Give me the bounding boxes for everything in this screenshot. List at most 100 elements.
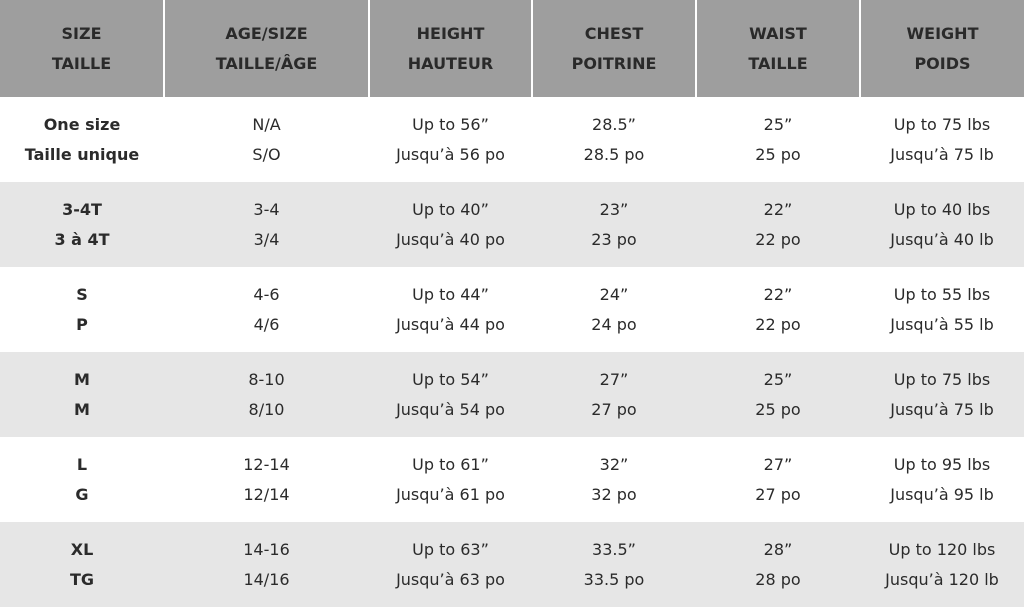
- cell-value-en: 22”: [763, 199, 793, 219]
- cell-value-fr: Jusqu’à 55 lb: [890, 314, 994, 334]
- cell-value-fr: Jusqu’à 120 lb: [885, 569, 999, 589]
- cell-value-en: One size: [43, 114, 121, 134]
- cell-height: Up to 44” Jusqu’à 44 po: [369, 267, 532, 352]
- cell-value-en: 8-10: [248, 369, 285, 389]
- header-label-fr: TAILLE: [51, 53, 112, 73]
- cell-value-en: M: [74, 369, 90, 389]
- cell-value-en: 14-16: [243, 539, 290, 559]
- cell-value-en: 27”: [763, 454, 793, 474]
- header-label-fr: POIDS: [914, 53, 971, 73]
- cell-value-fr: 24 po: [591, 314, 637, 334]
- header-label-fr: HAUTEUR: [407, 53, 494, 73]
- cell-value-fr: 8/10: [248, 399, 285, 419]
- cell-height: Up to 40” Jusqu’à 40 po: [369, 182, 532, 267]
- cell-value-fr: 28 po: [755, 569, 801, 589]
- cell-height: Up to 61” Jusqu’à 61 po: [369, 437, 532, 522]
- table-row: XL TG 14-16 14/16 Up to 63” Jusqu’à 63 po 33.5…: [0, 522, 1024, 607]
- cell-value-en: 27”: [599, 369, 629, 389]
- cell-value-en: Up to 55 lbs: [893, 284, 991, 304]
- cell-waist: 27” 27 po: [696, 437, 860, 522]
- cell-value-fr: Jusqu’à 75 lb: [890, 399, 994, 419]
- cell-value-fr: Taille unique: [24, 144, 140, 164]
- cell-value-en: 25”: [763, 114, 793, 134]
- cell-value-en: N/A: [252, 114, 281, 134]
- cell-value-en: 32”: [599, 454, 629, 474]
- cell-value-en: 33.5”: [592, 539, 636, 559]
- cell-value-en: 25”: [763, 369, 793, 389]
- cell-value-fr: 25 po: [755, 144, 801, 164]
- cell-chest: 23” 23 po: [532, 182, 696, 267]
- cell-value-en: 23”: [599, 199, 629, 219]
- cell-waist: 25” 25 po: [696, 97, 860, 182]
- cell-value-fr: 23 po: [591, 229, 637, 249]
- cell-value-fr: G: [75, 484, 89, 504]
- header-waist: WAIST TAILLE: [695, 0, 860, 97]
- cell-weight: Up to 75 lbs Jusqu’à 75 lb: [860, 352, 1024, 437]
- cell-value-en: Up to 54”: [412, 369, 489, 389]
- cell-value-fr: Jusqu’à 40 lb: [890, 229, 994, 249]
- header-label-fr: TAILLE: [748, 53, 808, 73]
- cell-value-fr: TG: [69, 569, 95, 589]
- cell-value-fr: 25 po: [755, 399, 801, 419]
- cell-value-en: Up to 40 lbs: [893, 199, 991, 219]
- header-label-fr: TAILLE/ÂGE: [215, 53, 318, 73]
- cell-waist: 25” 25 po: [696, 352, 860, 437]
- header-chest: CHEST POITRINE: [531, 0, 696, 97]
- cell-value-fr: Jusqu’à 56 po: [396, 144, 505, 164]
- cell-value-en: 3-4: [253, 199, 280, 219]
- header-row: SIZE TAILLE AGE/SIZE TAILLE/ÂGE HEIGHT HAUTEU…: [0, 0, 1024, 97]
- cell-chest: 32” 32 po: [532, 437, 696, 522]
- header-label-en: HEIGHT: [416, 23, 485, 43]
- cell-value-en: 22”: [763, 284, 793, 304]
- cell-chest: 27” 27 po: [532, 352, 696, 437]
- cell-size: 3-4T 3 à 4T: [0, 182, 164, 267]
- cell-value-en: Up to 40”: [412, 199, 489, 219]
- cell-age-size: 4-6 4/6: [164, 267, 369, 352]
- cell-value-en: 24”: [599, 284, 629, 304]
- cell-value-en: Up to 75 lbs: [893, 114, 991, 134]
- cell-age-size: N/A S/O: [164, 97, 369, 182]
- cell-value-en: 28”: [763, 539, 793, 559]
- cell-value-en: S: [76, 284, 88, 304]
- cell-weight: Up to 75 lbs Jusqu’à 75 lb: [860, 97, 1024, 182]
- cell-waist: 28” 28 po: [696, 522, 860, 607]
- header-size: SIZE TAILLE: [0, 0, 164, 97]
- cell-value-fr: Jusqu’à 44 po: [396, 314, 505, 334]
- header-height: HEIGHT HAUTEUR: [368, 0, 532, 97]
- cell-value-fr: 12/14: [243, 484, 290, 504]
- cell-value-fr: Jusqu’à 40 po: [396, 229, 505, 249]
- cell-value-fr: 14/16: [243, 569, 290, 589]
- cell-value-fr: 22 po: [755, 229, 801, 249]
- cell-value-fr: 28.5 po: [583, 144, 645, 164]
- cell-value-en: 4-6: [253, 284, 280, 304]
- cell-value-fr: Jusqu’à 63 po: [396, 569, 505, 589]
- cell-value-fr: 22 po: [755, 314, 801, 334]
- cell-weight: Up to 55 lbs Jusqu’à 55 lb: [860, 267, 1024, 352]
- cell-height: Up to 54” Jusqu’à 54 po: [369, 352, 532, 437]
- cell-size: XL TG: [0, 522, 164, 607]
- cell-value-en: L: [76, 454, 88, 474]
- table-row: L G 12-14 12/14 Up to 61” Jusqu’à 61 po 32” 32 …: [0, 437, 1024, 522]
- cell-height: Up to 56” Jusqu’à 56 po: [369, 97, 532, 182]
- cell-value-en: Up to 75 lbs: [893, 369, 991, 389]
- cell-value-en: 28.5”: [592, 114, 636, 134]
- header-label-en: AGE/SIZE: [225, 23, 308, 43]
- cell-value-fr: Jusqu’à 95 lb: [890, 484, 994, 504]
- cell-value-fr: 27 po: [591, 399, 637, 419]
- cell-value-fr: S/O: [252, 144, 281, 164]
- header-label-en: WEIGHT: [906, 23, 979, 43]
- cell-value-en: Up to 120 lbs: [888, 539, 996, 559]
- cell-age-size: 14-16 14/16: [164, 522, 369, 607]
- cell-height: Up to 63” Jusqu’à 63 po: [369, 522, 532, 607]
- header-weight: WEIGHT POIDS: [859, 0, 1024, 97]
- cell-value-en: XL: [70, 539, 94, 559]
- table-row: 3-4T 3 à 4T 3-4 3/4 Up to 40” Jusqu’à 40 po 23…: [0, 182, 1024, 267]
- cell-age-size: 12-14 12/14: [164, 437, 369, 522]
- table-row: S P 4-6 4/6 Up to 44” Jusqu’à 44 po 24” 24 po 22…: [0, 267, 1024, 352]
- cell-value-en: Up to 61”: [412, 454, 489, 474]
- cell-value-en: 3-4T: [62, 199, 102, 219]
